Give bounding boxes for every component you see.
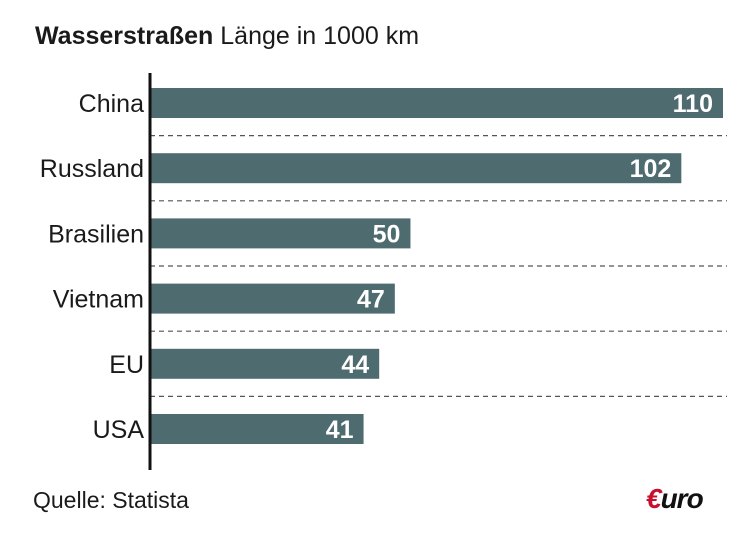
category-label: Vietnam — [53, 286, 144, 314]
category-label: USA — [93, 416, 145, 444]
bar-china — [150, 88, 723, 118]
bar-usa — [150, 414, 364, 444]
bar-eu — [150, 348, 380, 379]
category-label: Brasilien — [48, 220, 144, 248]
value-label: 50 — [373, 220, 401, 248]
category-label: China — [79, 90, 144, 118]
bar-vietnam — [150, 283, 395, 314]
euro-logo-text: uro — [660, 483, 704, 514]
chart-title: Wasserstraßen Länge in 1000 km — [35, 22, 419, 51]
value-label: 41 — [326, 416, 354, 444]
euro-logo-mark: € — [646, 483, 662, 514]
source-note: Quelle: Statista — [33, 487, 189, 513]
bar-russland — [150, 153, 682, 184]
chart-title-main: Wasserstraßen — [35, 22, 214, 50]
value-label: 47 — [357, 286, 385, 314]
category-label: EU — [109, 351, 144, 379]
euro-logo: €uro — [646, 483, 704, 515]
value-label: 110 — [673, 90, 713, 118]
bar-brasilien — [150, 218, 411, 249]
chart-subtitle: Länge in 1000 km — [220, 22, 420, 50]
category-label: Russland — [40, 155, 144, 183]
value-label: 44 — [341, 351, 369, 379]
value-label: 102 — [630, 155, 672, 183]
